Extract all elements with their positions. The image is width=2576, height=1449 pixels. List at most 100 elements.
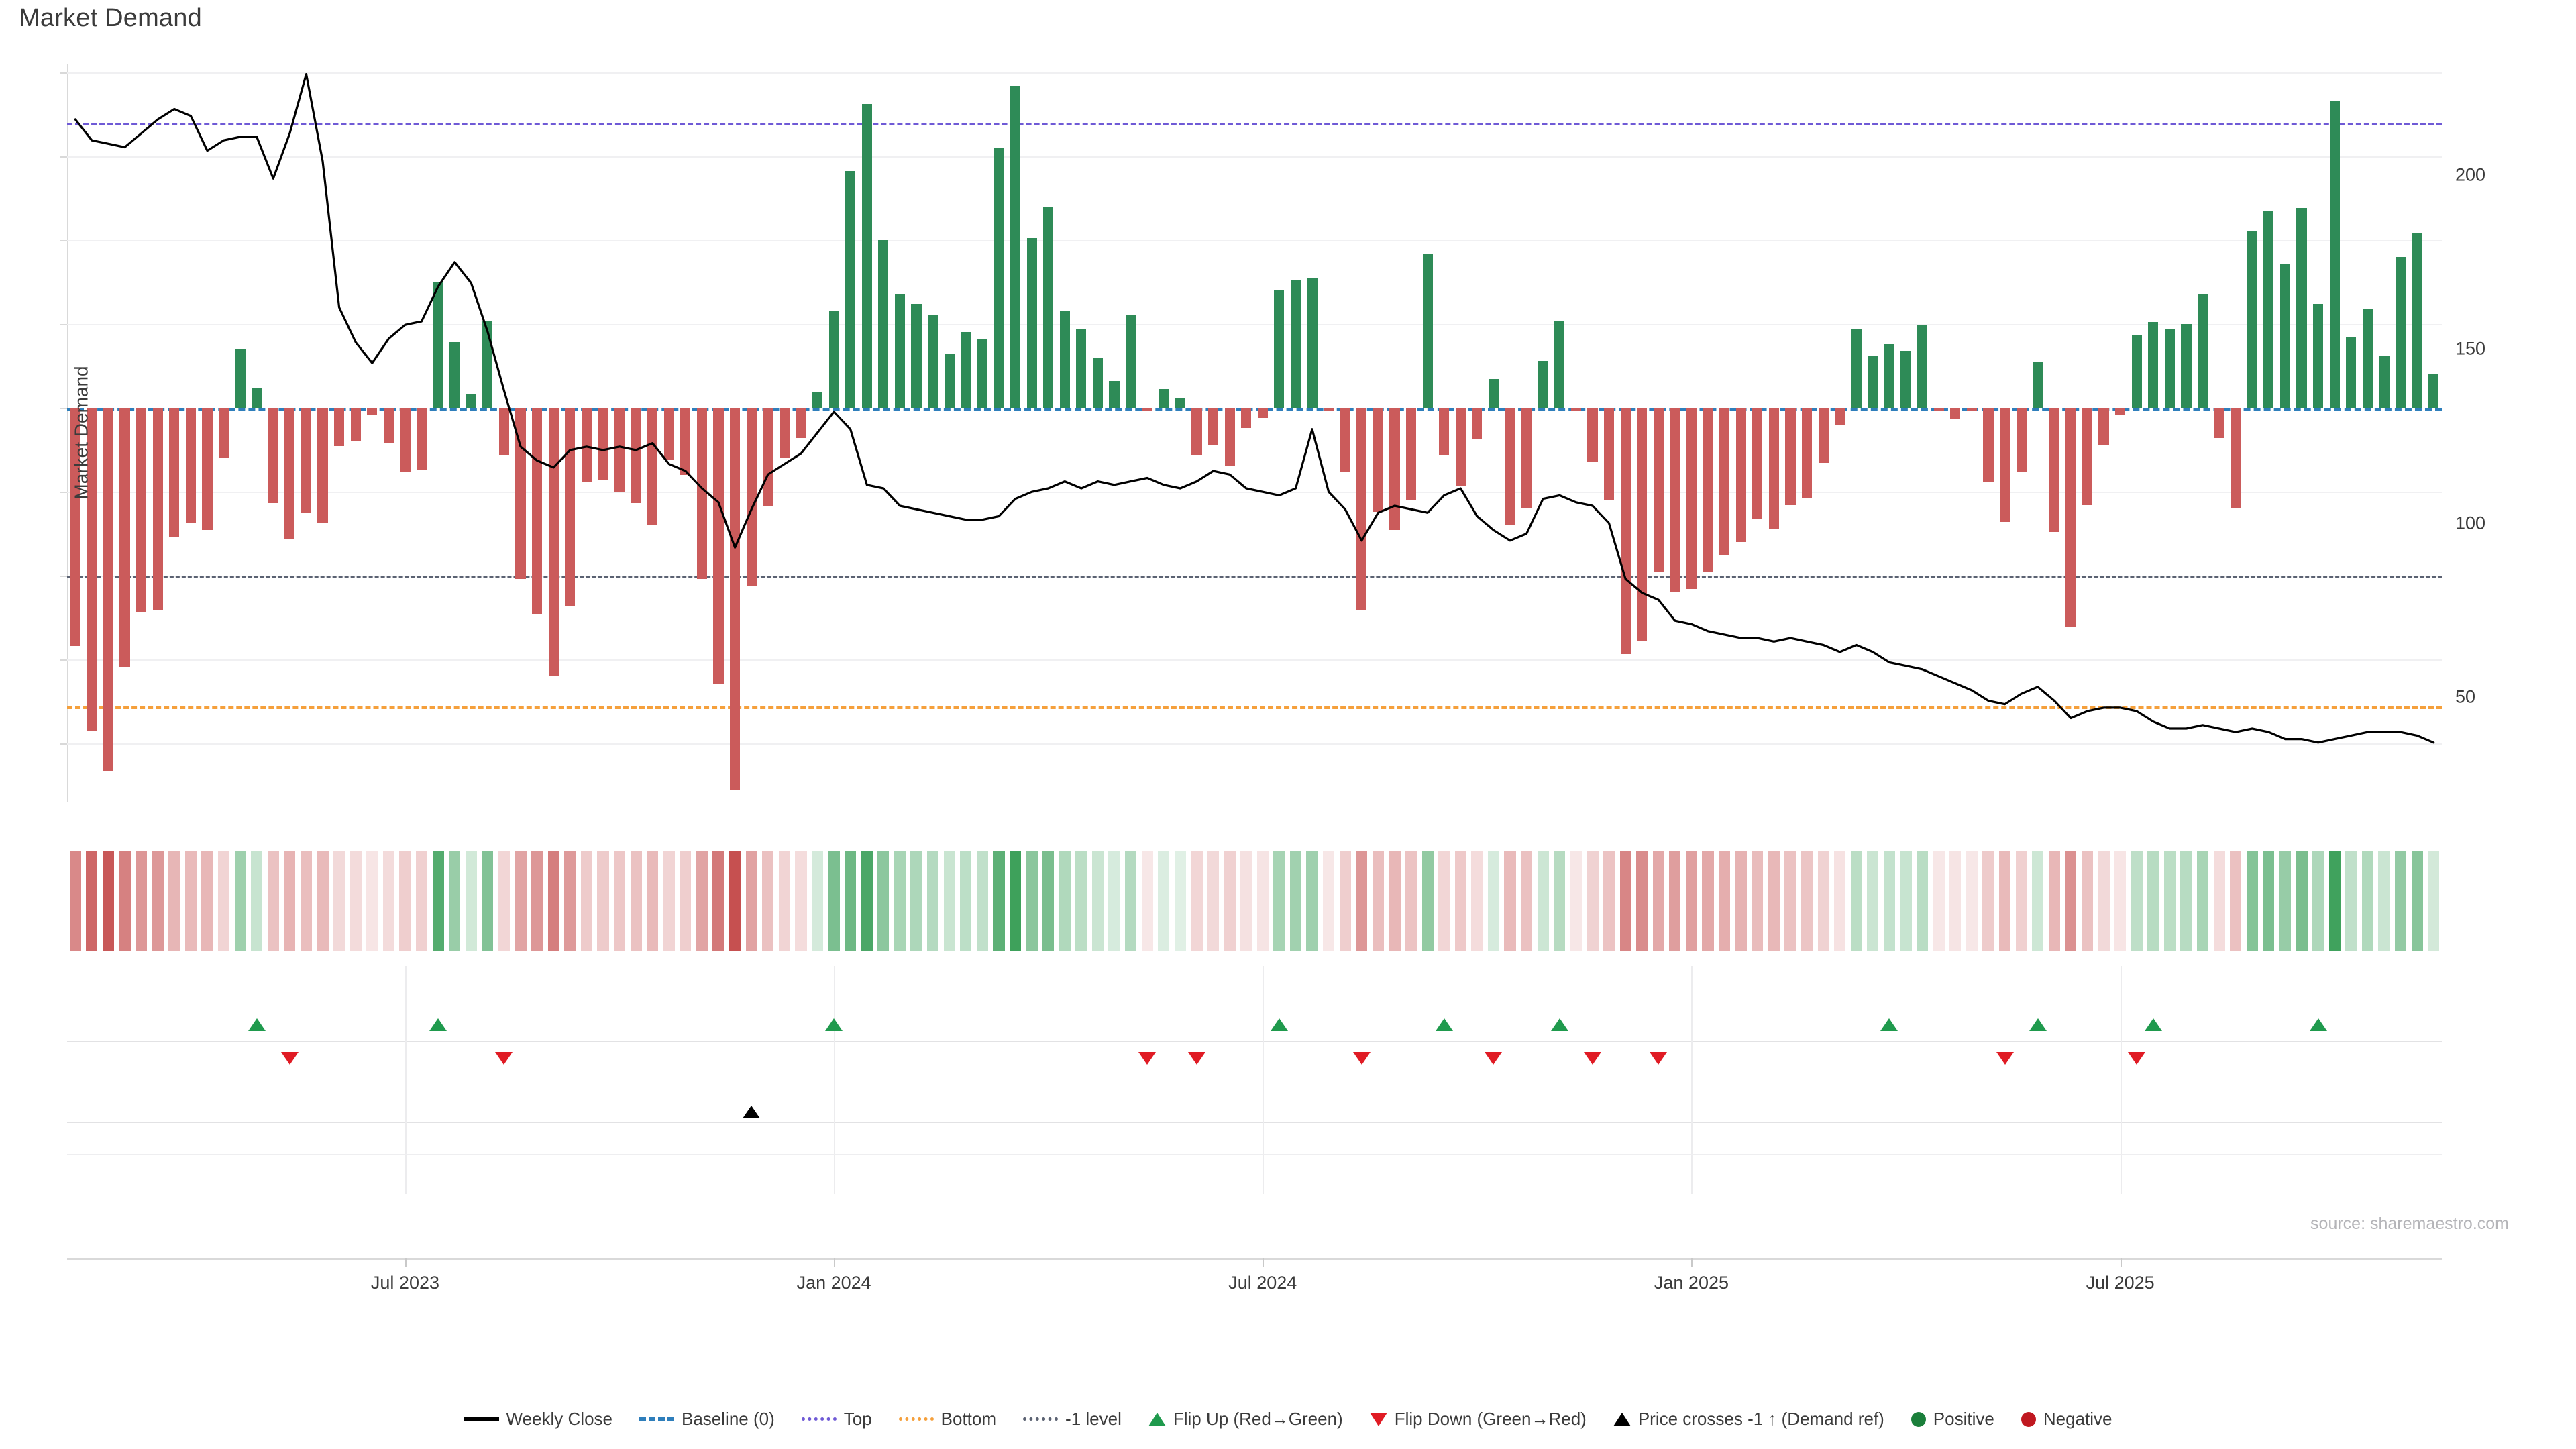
- flip-up-marker: [825, 1018, 843, 1031]
- gridline: [67, 323, 2442, 325]
- demand-bar: [1159, 389, 1169, 408]
- legend-label: Top: [843, 1409, 872, 1429]
- heatmap-cell: [168, 851, 180, 951]
- demand-bar: [2082, 407, 2093, 505]
- demand-bar: [185, 407, 196, 523]
- flip-down-marker: [1187, 1052, 1205, 1065]
- heatmap-cell: [1372, 851, 1384, 951]
- demand-bar: [828, 310, 839, 408]
- legend-item-positive[interactable]: Positive: [1911, 1409, 1994, 1430]
- flip-down-marker: [2128, 1052, 2146, 1065]
- heatmap-cell: [613, 851, 626, 951]
- legend-item-minus-one-level[interactable]: -1 level: [1023, 1409, 1122, 1430]
- demand-bar: [1208, 407, 1219, 445]
- x-axis-line: [67, 1258, 2442, 1260]
- heatmap-cell: [2312, 851, 2324, 951]
- demand-bar: [730, 407, 741, 790]
- demand-bar: [87, 407, 97, 731]
- heatmap-cell: [910, 851, 922, 951]
- heatmap-cell: [845, 851, 857, 951]
- positive-icon: [1911, 1411, 1926, 1427]
- demand-bar: [779, 407, 790, 458]
- demand-bar: [1340, 407, 1350, 472]
- demand-bar: [565, 407, 576, 606]
- demand-bar: [1455, 407, 1466, 486]
- heatmap-cell: [2065, 851, 2077, 951]
- negative-icon: [2021, 1411, 2036, 1427]
- heatmap-cell: [1554, 851, 1566, 951]
- heatmap-cell: [2098, 851, 2110, 951]
- heatmap-cell: [894, 851, 906, 951]
- heatmap-cell: [1042, 851, 1055, 951]
- heatmap-cell: [1834, 851, 1846, 951]
- legend-item-flip-up[interactable]: Flip Up (Red→Green): [1148, 1409, 1343, 1430]
- heatmap-cell: [1570, 851, 1582, 951]
- legend-item-negative[interactable]: Negative: [2021, 1409, 2112, 1430]
- heatmap-cell: [547, 851, 559, 951]
- demand-bar: [1884, 343, 1895, 408]
- demand-bar: [1373, 407, 1383, 512]
- flip-up-marker: [429, 1018, 447, 1031]
- heatmap-cell: [1619, 851, 1631, 951]
- demand-bar: [301, 407, 312, 513]
- heatmap-cell: [1075, 851, 1087, 951]
- demand-bar: [2148, 322, 2159, 408]
- demand-bar: [944, 354, 955, 408]
- heatmap-cell: [1982, 851, 1994, 951]
- heatmap-cell: [1867, 851, 1879, 951]
- legend-item-price-crosses[interactable]: Price crosses -1 ↑ (Demand ref): [1613, 1409, 1884, 1430]
- demand-bar: [1768, 407, 1779, 529]
- heatmap-cell: [465, 851, 477, 951]
- demand-bar: [994, 148, 1004, 408]
- reference-line-bottom: [67, 706, 2442, 709]
- legend-item-flip-down[interactable]: Flip Down (Green→Red): [1369, 1409, 1587, 1430]
- demand-bar: [1538, 360, 1548, 408]
- legend-item-weekly-close[interactable]: Weekly Close: [464, 1409, 612, 1430]
- heatmap-cell: [432, 851, 444, 951]
- x-tick-label: Jul 2024: [1228, 1273, 1297, 1293]
- legend-item-top[interactable]: Top: [801, 1409, 872, 1430]
- demand-bar: [202, 407, 213, 530]
- demand-bar: [581, 407, 592, 482]
- heatmap-cell: [86, 851, 98, 951]
- demand-bar: [894, 293, 906, 408]
- baseline-icon: [639, 1417, 674, 1421]
- heatmap-cell: [2246, 851, 2258, 951]
- demand-bar: [1653, 407, 1664, 572]
- legend-item-bottom[interactable]: Bottom: [898, 1409, 996, 1430]
- legend-item-baseline[interactable]: Baseline (0): [639, 1409, 775, 1430]
- heatmap-cell: [1026, 851, 1038, 951]
- flip-up-icon: [1148, 1412, 1166, 1426]
- marker-row-divider: [67, 1122, 2442, 1123]
- heatmap-cell: [184, 851, 197, 951]
- heatmap-cell: [136, 851, 148, 951]
- demand-bar: [1603, 407, 1615, 500]
- y-tick-mark: [60, 743, 67, 745]
- y-tick-mark: [60, 659, 67, 661]
- demand-bar: [1801, 407, 1813, 498]
- heatmap-cell: [1191, 851, 1203, 951]
- demand-bar: [1109, 380, 1120, 408]
- heatmap-cell: [317, 851, 329, 951]
- demand-bar: [1274, 290, 1285, 408]
- heatmap-cell: [350, 851, 362, 951]
- heatmap-cell: [2428, 851, 2440, 951]
- heatmap-cell: [1256, 851, 1269, 951]
- demand-bar: [2279, 263, 2291, 408]
- heatmap-cell: [2196, 851, 2209, 951]
- demand-bar: [1405, 407, 1417, 500]
- demand-bar: [268, 407, 278, 503]
- demand-bar: [631, 407, 641, 503]
- demand-bar: [383, 407, 394, 443]
- demand-bar: [614, 407, 625, 492]
- demand-bar: [1224, 407, 1235, 466]
- demand-bar: [796, 407, 806, 438]
- demand-bar: [812, 392, 823, 408]
- demand-bar: [1505, 407, 1515, 525]
- demand-bar: [449, 342, 460, 408]
- top-icon: [801, 1417, 837, 1421]
- flip-down-icon: [1369, 1412, 1387, 1426]
- heatmap-cell: [1801, 851, 1813, 951]
- heatmap-cell: [1752, 851, 1764, 951]
- flip-marker-rows: [67, 966, 2442, 1194]
